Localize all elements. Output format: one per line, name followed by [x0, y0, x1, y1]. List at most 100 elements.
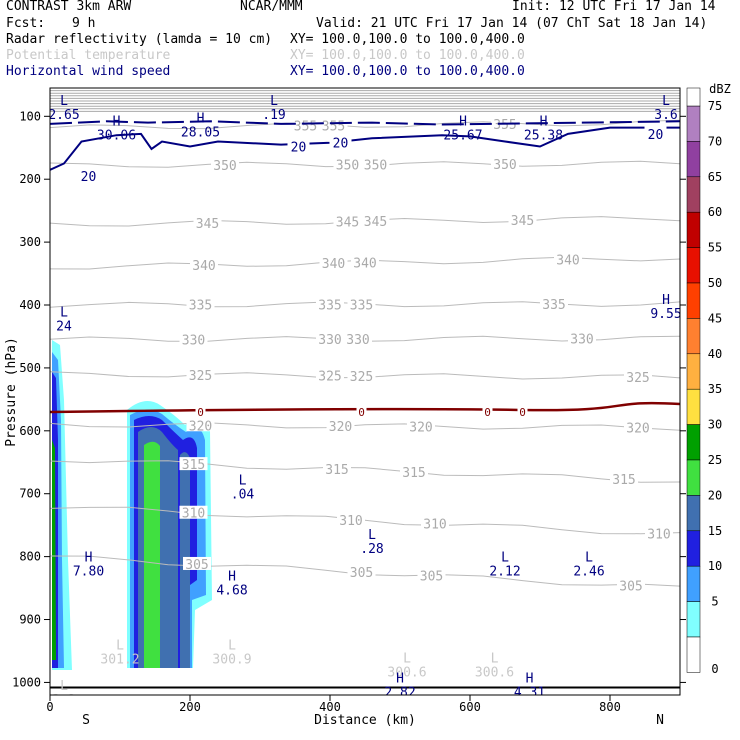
colorbar-swatch — [686, 176, 701, 213]
theta-label: 325 — [350, 370, 373, 385]
x-tick-label: 600 — [459, 700, 481, 714]
reflectivity-shading — [50, 88, 680, 670]
colorbar-unit: dBZ — [709, 82, 731, 96]
theta-label-bg — [540, 297, 568, 311]
theta-label: 320 — [409, 420, 432, 435]
extrema-value-label: 4.68 — [216, 584, 247, 599]
colorbar-swatch — [686, 211, 701, 248]
theta-label-bg — [617, 578, 645, 592]
y-axis-label: Pressure (hPa) — [4, 337, 19, 447]
theta-label: 325 — [189, 369, 212, 384]
theta-line-320 — [50, 422, 680, 431]
freezing-level: 0 0 0 0 — [50, 401, 680, 689]
theta-label-bg — [624, 370, 652, 384]
theta-label-bg — [323, 462, 351, 476]
y-tick-label: 800 — [19, 550, 41, 564]
theta-label-bg — [400, 464, 428, 478]
x-tick-label: 800 — [599, 700, 621, 714]
extrema-value-label: .19 — [262, 108, 285, 123]
colorbar-level: 30 — [708, 418, 722, 432]
extrema-value-label: 25.38 — [524, 129, 563, 144]
extrema-kind-label: H — [459, 115, 467, 130]
freezing-label-bg — [482, 404, 493, 417]
freezing-label: 0 — [519, 406, 526, 419]
wind-label: 20 — [648, 128, 664, 143]
theta-label: 335 — [189, 299, 212, 314]
theta-label: 335 — [318, 298, 341, 313]
theta-label: 355 — [493, 118, 516, 133]
theta-label-bg — [333, 157, 362, 171]
forecast-label: Fcst: — [6, 16, 46, 31]
theta-label-bg — [337, 512, 365, 526]
theta-label-bg — [347, 368, 376, 382]
theta-label: 340 — [556, 254, 579, 269]
colorbar-level: 70 — [708, 134, 722, 148]
theta-label: 305 — [185, 558, 208, 573]
colorbar-level: 55 — [708, 241, 722, 255]
theta-label-bg — [326, 418, 355, 432]
theta-label: 310 — [647, 528, 670, 543]
theta-label: 340 — [322, 257, 345, 272]
extrema-kind-label: L — [403, 651, 411, 666]
theta-label: 345 — [511, 214, 534, 229]
extrema-kind-label: H — [540, 115, 548, 130]
theta-label: 340 — [353, 257, 376, 272]
theta-label: 315 — [612, 473, 635, 488]
extrema-labels: L2.65L.19L3.6H30.06H28.05H25.67H25.38L24… — [50, 94, 680, 700]
x-tick-label: 400 — [319, 700, 341, 714]
extrema-kind-label: H — [113, 115, 121, 130]
colorbar-level: 25 — [708, 453, 722, 467]
wind-label-bg — [329, 134, 352, 149]
theta-label: 350 — [364, 158, 387, 173]
theta-contours: 355 355 355 350 350 350 350 345 345 345 345 340 340 3… — [50, 116, 680, 595]
theta-label: 320 — [626, 421, 649, 436]
theta-label: 330 — [570, 333, 593, 348]
colorbar-level: 75 — [708, 99, 722, 113]
colorbar-swatch — [686, 105, 701, 142]
extrema-kind-label: L — [116, 639, 124, 654]
theta-label-bg — [624, 420, 652, 434]
freezing-label-bg — [195, 404, 206, 417]
wind-contours: 20 20 20 20 — [50, 120, 680, 185]
field-xy-theta: XY= 100.0,100.0 to 100.0,400.0 — [290, 48, 525, 63]
extrema-value-label: 3.6 — [654, 108, 677, 123]
theta-label-bg — [316, 368, 344, 382]
y-tick-label: 100 — [19, 109, 41, 123]
theta-label-bg — [183, 556, 211, 570]
extrema-kind-label: L — [270, 94, 278, 109]
theta-label-bg — [186, 367, 215, 381]
theta-label: 350 — [493, 158, 516, 173]
theta-label-bg — [361, 214, 390, 228]
y-tick-label: 400 — [19, 298, 41, 312]
extrema-value-label: 4.31 — [514, 685, 545, 700]
colorbar-swatch — [686, 388, 701, 425]
extrema-kind-label: L — [662, 94, 670, 109]
extrema-kind-label: H — [396, 671, 404, 686]
theta-label-bg — [333, 214, 362, 228]
theta-label-bg — [211, 157, 239, 171]
y-tick-label: 500 — [19, 361, 41, 375]
extrema-kind-label: L — [60, 94, 68, 109]
x-tick-label: 0 — [46, 700, 53, 714]
colorbar-swatch — [686, 459, 701, 496]
extrema-value-label: 2.82 — [384, 685, 415, 700]
reflectivity-cell — [52, 440, 56, 660]
theta-line-355 — [50, 119, 680, 130]
extrema-value-label: 7.80 — [73, 565, 104, 580]
theta-label: 340 — [192, 259, 215, 274]
theta-label: 305 — [619, 580, 642, 595]
reflectivity-cell — [144, 441, 160, 668]
wind-label: 20 — [333, 137, 349, 152]
extrema-value-label: .04 — [231, 487, 255, 502]
theta-label: 350 — [336, 158, 359, 173]
theta-label: 320 — [329, 420, 352, 435]
init-time: Init: 12 UTC Fri 17 Jan 14 — [512, 0, 716, 14]
theta-label-bg — [316, 332, 344, 346]
theta-label: 335 — [542, 298, 565, 313]
extrema-kind-label: L — [501, 551, 509, 566]
colorbar-level: 60 — [708, 205, 722, 219]
colorbar-swatch — [686, 530, 701, 567]
freezing-label: 0 — [484, 406, 491, 419]
